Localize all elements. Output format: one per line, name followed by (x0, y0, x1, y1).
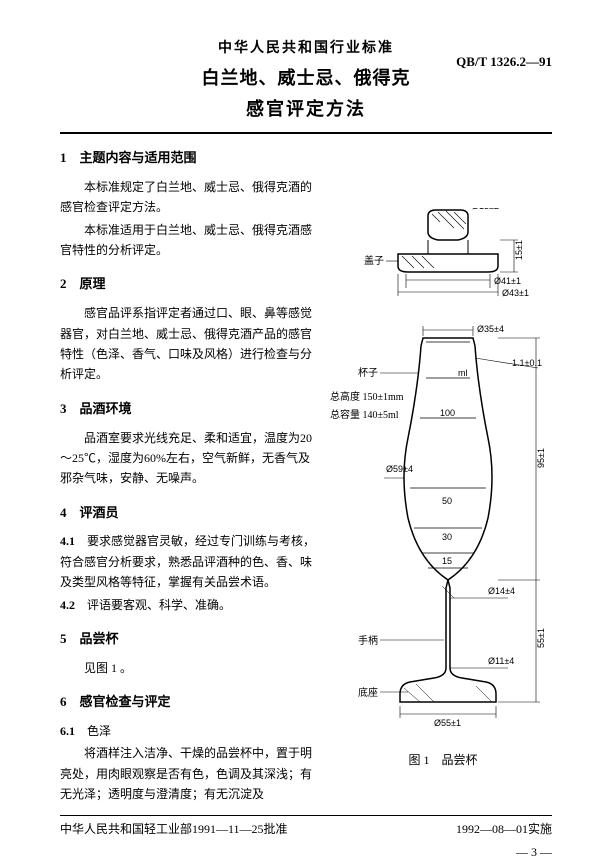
footer-approval: 中华人民共和国轻工业部1991—11—25批准 (60, 820, 288, 839)
section-4-1: 4.1 要求感觉器官灵敏，经过专门训练与考核，符合感官分析要求，熟悉品评酒种的色… (60, 531, 320, 592)
figure-caption: 图 1 品尝杯 (408, 751, 477, 770)
text-column: 1 主题内容与适用范围 本标准规定了白兰地、威士忌、俄得克酒的感官检查评定方法。… (60, 148, 320, 805)
page-number: — 3 — (60, 843, 552, 862)
svg-text:杯子: 杯子 (358, 366, 378, 379)
svg-text:50: 50 (442, 496, 452, 506)
svg-text:1.1±0.1: 1.1±0.1 (512, 358, 542, 368)
header-title-line2: 感官评定方法 (60, 95, 552, 124)
section-5-head: 5 品尝杯 (60, 629, 320, 650)
content-area: 1 主题内容与适用范围 本标准规定了白兰地、威士忌、俄得克酒的感官检查评定方法。… (60, 148, 552, 805)
svg-text:15: 15 (442, 556, 452, 566)
svg-text:手柄: 手柄 (358, 634, 378, 647)
svg-text:Ø59±4: Ø59±4 (386, 464, 413, 474)
footer-rule (60, 815, 552, 816)
footer-effective: 1992—08—01实施 (456, 820, 552, 839)
svg-text:ml: ml (458, 368, 468, 378)
section-6-1: 6.1 色泽 (60, 721, 320, 741)
svg-text:Ø13±2: Ø13±2 (472, 208, 499, 211)
section-4-2: 4.2 评语要客观、科学、准确。 (60, 595, 320, 615)
glass-diagram: Ø13±2 盖子 15±1 Ø41±1 Ø43±1 (328, 208, 558, 768)
lid-drawing: Ø13±2 盖子 15±1 Ø41±1 Ø43±1 (364, 208, 529, 298)
section-4-head: 4 评酒员 (60, 503, 320, 524)
section-5-p1: 见图 1 。 (60, 658, 320, 678)
svg-text:Ø14±4: Ø14±4 (488, 586, 515, 596)
document-code: QB/T 1326.2—91 (456, 52, 552, 73)
svg-text:15±1: 15±1 (514, 240, 524, 260)
svg-text:总高度 150±1mm: 总高度 150±1mm (330, 390, 404, 403)
document-header: 中华人民共和国行业标准 白兰地、威士忌、俄得克 感官评定方法 QB/T 1326… (60, 38, 552, 124)
section-3-p1: 品酒室要求光线充足、柔和适宜，温度为20～25℃，湿度为60%左右，空气新鲜，无… (60, 428, 320, 489)
svg-text:Ø43±1: Ø43±1 (502, 288, 529, 298)
section-1-p1: 本标准规定了白兰地、威士忌、俄得克酒的感官检查评定方法。 (60, 177, 320, 218)
svg-text:底座: 底座 (358, 686, 378, 699)
section-1-head: 1 主题内容与适用范围 (60, 148, 320, 169)
svg-text:55±1: 55±1 (536, 628, 546, 648)
svg-text:100: 100 (440, 408, 455, 418)
section-2-p1: 感官品评系指评定者通过口、眼、鼻等感觉器官，对白兰地、威士忌、俄得克酒产品的感官… (60, 303, 320, 385)
figure-1: Ø13±2 盖子 15±1 Ø41±1 Ø43±1 (328, 208, 558, 768)
svg-text:30: 30 (442, 532, 452, 542)
svg-text:Ø55±1: Ø55±1 (434, 718, 461, 728)
svg-text:盖子: 盖子 (364, 254, 384, 267)
section-3-head: 3 品酒环境 (60, 399, 320, 420)
svg-text:Ø35±4: Ø35±4 (477, 324, 504, 334)
svg-text:95±1: 95±1 (536, 448, 546, 468)
section-1-p2: 本标准适用于白兰地、威士忌、俄得克酒感官特性的分析评定。 (60, 220, 320, 261)
section-6-head: 6 感官检查与评定 (60, 692, 320, 713)
glass-body: ml 100 50 30 15 Ø35±4 1.1±0.1 Ø59±4 Ø14±… (330, 324, 546, 728)
section-2-head: 2 原理 (60, 274, 320, 295)
header-rule (60, 132, 552, 134)
section-6-p1: 将酒样注入洁净、干燥的品尝杯中，置于明亮处，用肉眼观察是否有色，色调及其深浅；有… (60, 743, 320, 804)
footer-line: 中华人民共和国轻工业部1991—11—25批准 1992—08—01实施 (60, 820, 552, 839)
svg-text:总容量 140±5ml: 总容量 140±5ml (330, 408, 399, 421)
svg-text:Ø11±4: Ø11±4 (488, 656, 514, 666)
